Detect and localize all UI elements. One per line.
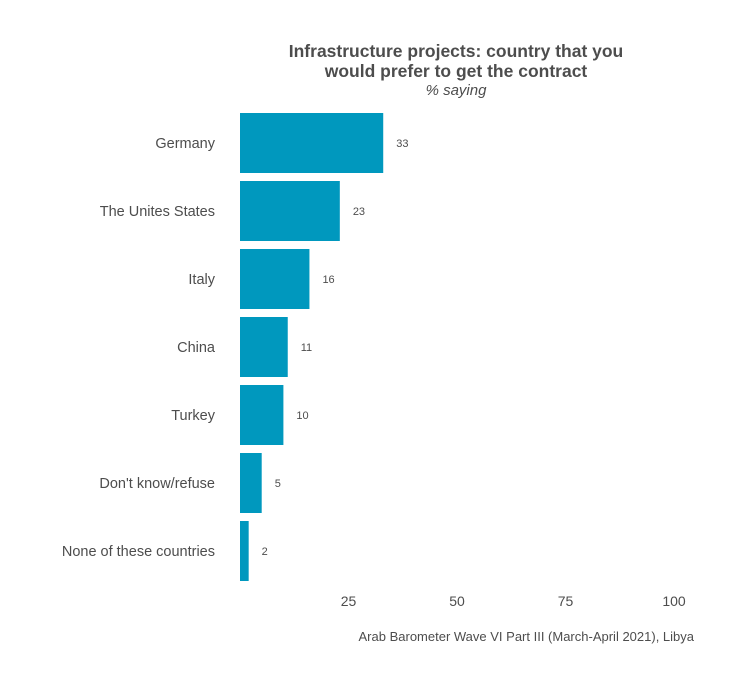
data-label-3: 11 (301, 342, 312, 354)
category-label-3: China (177, 340, 216, 356)
chart-title-line-1: Infrastructure projects: country that yo… (289, 41, 624, 61)
x-tick-label-1: 50 (449, 593, 465, 609)
category-label-4: Turkey (171, 408, 216, 424)
bar-4 (240, 385, 284, 445)
x-tick-label-0: 25 (341, 593, 357, 609)
category-label-2: Italy (188, 272, 215, 288)
data-label-1: 23 (353, 206, 365, 218)
x-tick-label-2: 75 (558, 593, 574, 609)
bar-3 (240, 317, 288, 377)
data-label-2: 16 (322, 274, 334, 286)
bar-6 (240, 521, 249, 581)
x-axis-ticks: 25 50 75 100 (341, 593, 686, 609)
category-label-5: Don't know/refuse (99, 476, 215, 492)
x-tick-label-3: 100 (662, 593, 686, 609)
data-label-5: 5 (275, 478, 281, 490)
bars-group: Germany 33 The Unites States 23 Italy 16 China… (62, 113, 408, 581)
bar-0 (240, 113, 384, 173)
category-label-1: The Unites States (100, 204, 215, 220)
bar-2 (240, 249, 310, 309)
chart-caption: Arab Barometer Wave VI Part III (March-A… (359, 629, 695, 644)
data-label-6: 2 (262, 546, 268, 558)
chart-subtitle: % saying (426, 82, 488, 99)
bar-1 (240, 181, 340, 241)
chart-title-line-2: would prefer to get the contract (324, 61, 588, 81)
bar-5 (240, 453, 262, 513)
category-label-0: Germany (155, 136, 215, 152)
data-label-0: 33 (396, 138, 408, 150)
data-label-4: 10 (296, 410, 308, 422)
category-label-6: None of these countries (62, 544, 215, 560)
